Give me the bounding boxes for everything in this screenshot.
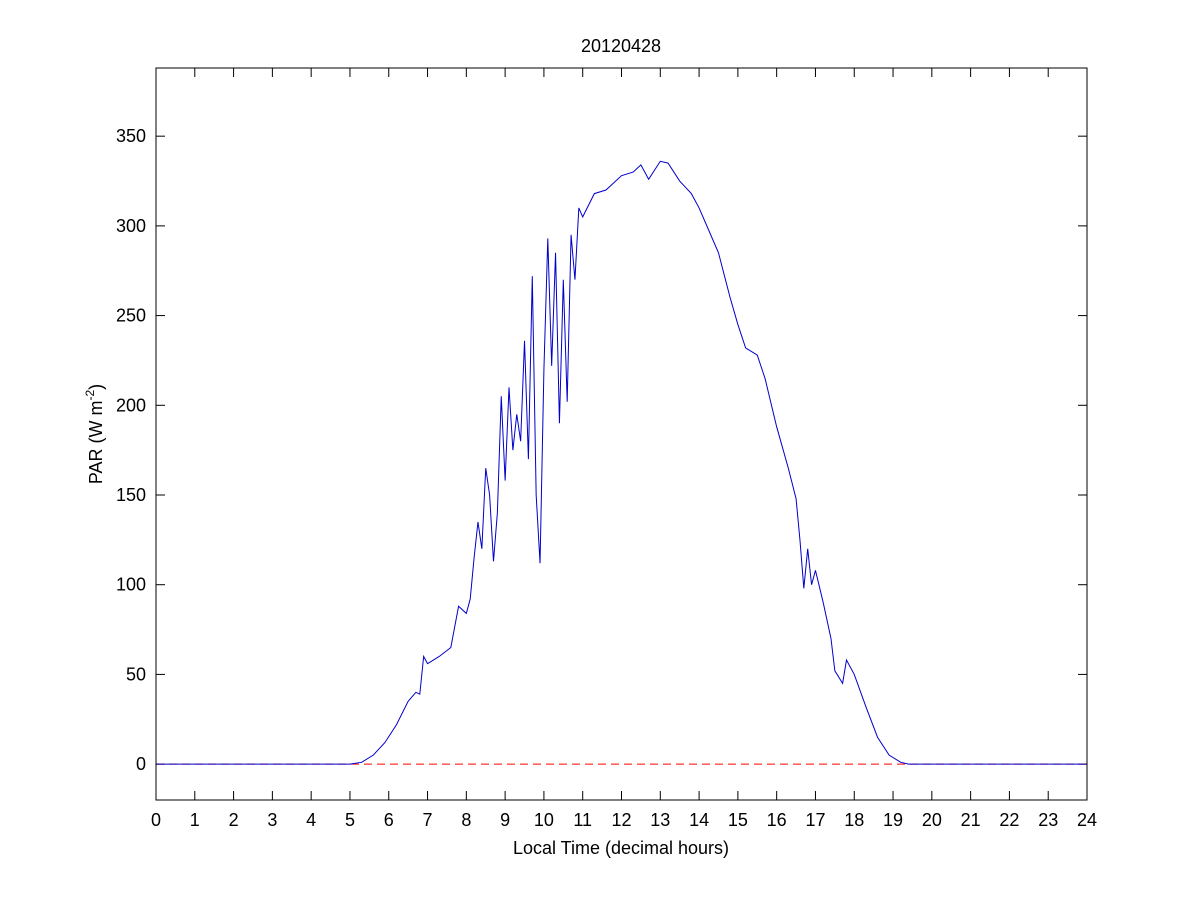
y-tick-label: 150 [116, 485, 146, 505]
x-tick-label: 15 [728, 810, 748, 830]
x-tick-label: 2 [229, 810, 239, 830]
y-label-sup: -2 [83, 390, 97, 401]
x-tick-label: 6 [384, 810, 394, 830]
x-tick-label: 20 [922, 810, 942, 830]
data-line [156, 160, 1087, 765]
x-tick-label: 4 [306, 810, 316, 830]
x-tick-label: 11 [573, 810, 592, 830]
x-tick-label: 1 [190, 810, 200, 830]
y-tick-label: 0 [136, 754, 146, 774]
y-label-text: PAR (W m [86, 401, 106, 485]
x-tick-label: 18 [844, 810, 864, 830]
y-tick-label: 50 [126, 664, 146, 684]
y-tick-label: 100 [116, 575, 146, 595]
x-tick-label: 7 [423, 810, 433, 830]
x-tick-label: 3 [267, 810, 277, 830]
x-tick-label: 14 [689, 810, 709, 830]
y-tick-label: 200 [116, 395, 146, 415]
x-axis-label: Local Time (decimal hours) [513, 838, 729, 858]
x-tick-label: 9 [500, 810, 510, 830]
x-tick-label: 23 [1038, 810, 1058, 830]
chart-title: 20120428 [581, 36, 661, 56]
y-tick-label: 300 [116, 216, 146, 236]
plot-frame [155, 67, 1088, 801]
y-tick-label: 350 [116, 126, 146, 146]
x-tick-label: 22 [999, 810, 1019, 830]
x-tick-label: 17 [805, 810, 825, 830]
x-tick-label: 21 [961, 810, 981, 830]
x-tick-label: 5 [345, 810, 355, 830]
x-tick-label: 16 [767, 810, 787, 830]
y-label-end: ) [86, 384, 106, 390]
x-tick-label: 12 [611, 810, 631, 830]
x-tick-label: 13 [650, 810, 670, 830]
x-tick-label: 0 [151, 810, 161, 830]
y-tick-label: 250 [116, 306, 146, 326]
x-tick-label: 8 [461, 810, 471, 830]
y-axis-label: PAR (W m-2) [83, 384, 106, 484]
x-tick-label: 19 [883, 810, 903, 830]
x-tick-label: 10 [534, 810, 554, 830]
x-tick-label: 24 [1077, 810, 1097, 830]
